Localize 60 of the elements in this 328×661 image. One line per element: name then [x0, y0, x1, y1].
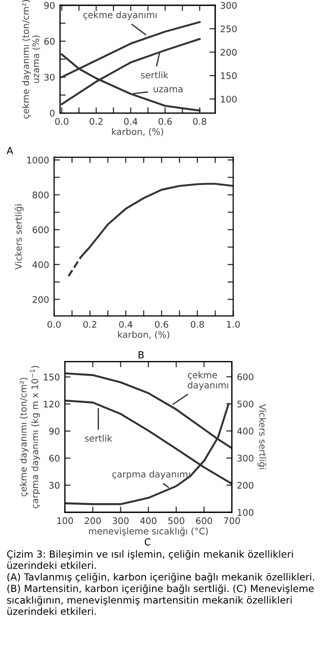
y-tick-label: 1000 [27, 156, 49, 164]
x-tick-label: 0.6 [154, 320, 168, 328]
y-axis-title: Vickers sertliği [14, 204, 24, 270]
text: B [138, 351, 144, 358]
y-tick-label: 60 [49, 454, 60, 462]
text: C [144, 538, 150, 546]
annotation: sertlik [141, 71, 168, 78]
y2-tick-label: 400 [237, 428, 254, 435]
x-axis-title: karbon, (%) [118, 330, 170, 339]
y-tick-label: 90 [49, 428, 60, 435]
x-tick-label: 400 [140, 517, 156, 524]
y-tick-label: 0 [50, 110, 55, 117]
x-tick-label: 1.0 [227, 320, 240, 328]
annotation: çekme dayanımı [83, 11, 157, 20]
text: Çizim 3: Bileşimin ve ısıl işlemin, çeliğin mekanik özellikleri üzerindeki etkileri. (A) Tavlanmış çeliğin, karbon içeriğine bağlı mekanik özellikleri. (B) Martensitin, karbon içeriğine bağlı sertliği. (C) Menevişleme sıcaklığının, menevişlenmiş martensitin mekanik özellikleri üzerindeki etkileri. [7, 550, 314, 615]
y-tick-label: 600 [32, 226, 49, 234]
x-tick-label: 0.4 [119, 320, 132, 328]
x-axis-title: karbon, (%) [112, 128, 164, 136]
y2-tick-label: 150 [221, 72, 237, 80]
x-tick-label: 100 [57, 517, 73, 524]
y2-tick-label: 200 [237, 482, 254, 489]
y2-tick-label: 100 [221, 96, 237, 103]
y2-tick-label: 300 [220, 2, 237, 9]
x-axis-title: menevişleme sıcaklığı (°C) [89, 527, 208, 536]
y2-axis-title: Vickers sertliği [258, 404, 266, 470]
y-tick-label: 90 [44, 2, 55, 9]
y-tick-label: 30 [49, 482, 60, 489]
annotation: uzama [154, 87, 182, 92]
x-tick-label: 0.0 [48, 320, 61, 328]
y2-tick-label: 100 [238, 509, 254, 516]
annotation: çekme dayanımı [188, 371, 228, 390]
x-tick-label: 0.8 [193, 118, 206, 125]
x-tick-label: 0.6 [158, 118, 172, 125]
y-axis-title: çekme dayanımı (ton/cm²) çarpma dayanımı (kg m x 10$^{−1}$) [20, 366, 40, 508]
x-tick-label: 700 [224, 517, 240, 524]
y-tick-label: 60 [44, 38, 55, 45]
x-tick-label: 600 [196, 517, 212, 524]
y2-tick-label: 600 [237, 373, 254, 380]
y-tick-label: 120 [44, 400, 60, 408]
y2-tick-label: 200 [220, 48, 237, 56]
x-tick-label: 0.2 [83, 320, 96, 328]
x-tick-label: 0.0 [55, 118, 68, 125]
y-tick-label: 400 [32, 261, 49, 268]
y-tick-label: 30 [44, 74, 55, 81]
annotation: çarpma dayanımı [112, 470, 190, 480]
y2-tick-label: 250 [220, 25, 237, 32]
x-tick-label: 0.4 [124, 118, 138, 125]
annotation: sertlik [84, 434, 112, 442]
y2-tick-label: 300 [237, 454, 254, 462]
text: A [6, 147, 14, 154]
x-tick-label: 500 [168, 517, 184, 524]
x-tick-label: 0.8 [190, 320, 204, 328]
y-tick-label: 200 [32, 296, 49, 303]
y-axis-title: çekme dayanımı (ton/cm²) uzama (%) [22, 0, 40, 119]
x-tick-label: 200 [84, 517, 101, 524]
x-tick-label: 0.2 [90, 118, 102, 125]
x-tick-label: 300 [112, 517, 129, 524]
y-tick-label: 150 [44, 374, 60, 380]
y2-tick-label: 500 [237, 400, 254, 408]
y-tick-label: 800 [32, 192, 49, 198]
